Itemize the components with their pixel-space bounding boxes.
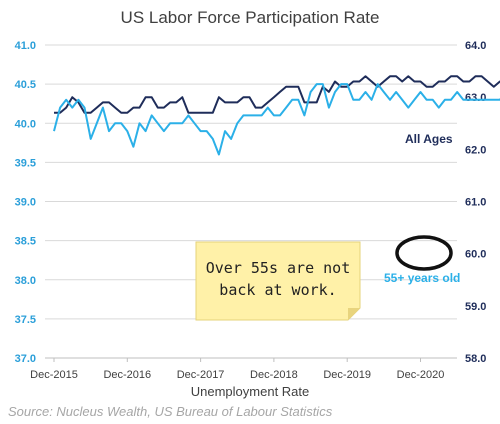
x-tick-label: Dec-2016 — [103, 369, 151, 381]
series-line-55-years-old — [53, 83, 500, 156]
x-tick-label: Dec-2020 — [397, 369, 445, 381]
over55-label: 55+ years old — [384, 271, 460, 285]
grid — [45, 44, 457, 359]
left-tick-label: 38.0 — [15, 275, 36, 287]
right-tick-label: 61.0 — [465, 197, 486, 209]
x-tick-label: Dec-2019 — [323, 369, 371, 381]
all-ages-label: All Ages — [405, 132, 453, 146]
note-line-2: back at work. — [219, 281, 336, 299]
left-tick-label: 39.0 — [15, 197, 36, 209]
left-tick-label: 38.5 — [15, 236, 36, 248]
left-tick-label: 41.0 — [15, 40, 36, 52]
x-axis: Dec-2015 Dec-2016 Dec-2017 Dec-2018 Dec-2019… — [30, 358, 444, 381]
x-tick-label: Dec-2018 — [250, 369, 298, 381]
right-axis: 58.0 59.0 60.0 61.0 62.0 63.0 64.0 — [465, 40, 486, 365]
left-tick-label: 37.5 — [15, 314, 36, 326]
left-tick-label: 37.0 — [15, 353, 36, 365]
right-tick-label: 59.0 — [465, 301, 486, 313]
right-tick-label: 64.0 — [465, 40, 486, 52]
source-note: Source: Nucleus Wealth, US Bureau of Lab… — [8, 404, 333, 419]
x-axis-label: Unemployment Rate — [191, 384, 310, 399]
x-tick-label: Dec-2015 — [30, 369, 78, 381]
right-tick-label: 60.0 — [465, 249, 486, 261]
series-line-all-ages — [54, 75, 500, 114]
left-tick-label: 40.0 — [15, 118, 36, 130]
left-tick-label: 40.5 — [15, 79, 36, 91]
right-tick-label: 62.0 — [465, 144, 486, 156]
highlight-circle — [395, 235, 453, 271]
note-line-1: Over 55s are not — [206, 259, 351, 277]
sticky-note: Over 55s are not back at work. — [195, 241, 361, 321]
right-tick-label: 63.0 — [465, 92, 486, 104]
chart-title: US Labor Force Participation Rate — [121, 8, 380, 27]
series-layer — [53, 75, 500, 156]
right-tick-label: 58.0 — [465, 353, 486, 365]
left-axis: 37.0 37.5 38.0 38.5 39.0 39.5 40.0 40.5 41.0 — [15, 40, 36, 365]
left-tick-label: 39.5 — [15, 157, 36, 169]
x-tick-label: Dec-2017 — [177, 369, 225, 381]
